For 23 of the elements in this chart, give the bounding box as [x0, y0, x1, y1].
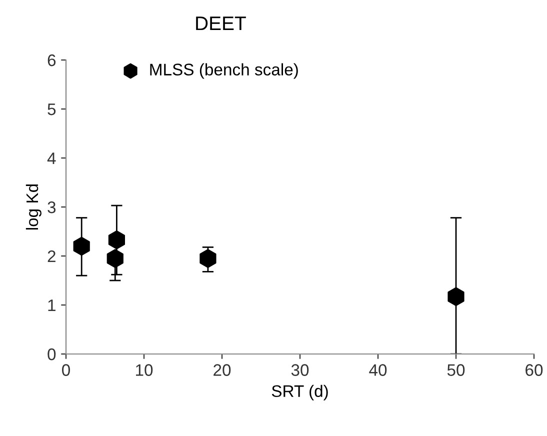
x-tick-label: 50	[447, 364, 465, 376]
chart-title: DEET	[196, 16, 246, 30]
x-tick-label: 10	[136, 364, 153, 376]
point	[108, 230, 125, 250]
point	[448, 287, 464, 306]
point	[106, 248, 124, 268]
legend-label: MLSS (bench scale)	[150, 63, 298, 79]
y-tick-label: 2	[48, 250, 56, 262]
x-tick-label: 20	[214, 364, 231, 376]
y-tick-label: 5	[48, 104, 56, 116]
y-tick-label: 6	[48, 54, 56, 66]
y-tick-label: 3	[48, 201, 56, 214]
y-tick-label: 0	[48, 348, 56, 360]
x-tick-label: 30	[291, 364, 309, 376]
y-tick-label: 1	[48, 300, 56, 312]
x-tick-label: 60	[526, 364, 543, 376]
x-tick-label: 0	[62, 364, 70, 376]
y-axis-title: log Kd	[26, 184, 42, 230]
x-axis-title: SRT (d)	[272, 384, 328, 400]
point	[73, 236, 90, 256]
y-tick-label: 4	[47, 152, 56, 164]
point	[200, 248, 216, 268]
x-tick-label: 40	[369, 364, 387, 376]
